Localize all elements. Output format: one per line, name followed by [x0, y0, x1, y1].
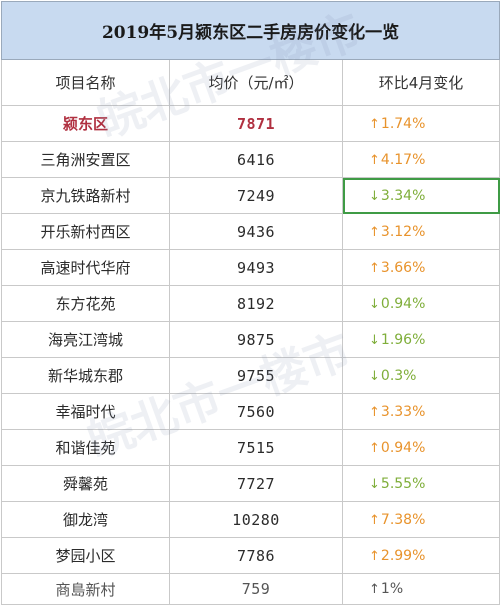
arrow-down-icon: ↓	[369, 368, 380, 384]
cell-project-name[interactable]: 开乐新村西区	[1, 213, 170, 250]
cell-mom-change[interactable]: ↓5.55%	[341, 465, 500, 502]
table-row: 颍东区 7871 ↑1.74%	[1, 105, 500, 142]
cell-project-name[interactable]: 海亮江湾城	[1, 321, 170, 358]
table-row: 三角洲安置区 6416 ↑4.17%	[1, 141, 500, 178]
table-row: 御龙湾 10280 ↑7.38%	[1, 501, 500, 538]
cell-avg-price[interactable]: 7515	[169, 429, 343, 466]
cell-avg-price[interactable]: 759	[169, 573, 343, 605]
change-value: 3.34%	[380, 187, 426, 204]
table-row: 开乐新村西区 9436 ↑3.12%	[1, 213, 500, 250]
cell-mom-change[interactable]: ↑1.74%	[341, 105, 500, 142]
change-value: 1.74%	[380, 115, 426, 132]
change-value: 4.17%	[380, 151, 426, 168]
cell-avg-price[interactable]: 7249	[169, 177, 343, 214]
cell-project-name[interactable]: 商島新村	[1, 573, 170, 605]
arrow-up-icon: ↑	[369, 152, 380, 168]
table-row: 海亮江湾城 9875 ↓1.96%	[1, 321, 500, 358]
cell-project-name[interactable]: 三角洲安置区	[1, 141, 170, 178]
cell-mom-change[interactable]: ↓0.3%	[341, 357, 500, 394]
change-value: 7.38%	[380, 511, 426, 528]
arrow-up-icon: ↑	[369, 404, 380, 420]
cell-avg-price[interactable]: 7786	[169, 537, 343, 574]
cell-mom-change[interactable]: ↑1%	[341, 573, 500, 605]
cell-mom-change[interactable]: ↑7.38%	[341, 501, 500, 538]
cell-project-name[interactable]: 舜馨苑	[1, 465, 170, 502]
arrow-up-icon: ↑	[369, 260, 380, 276]
cell-avg-price[interactable]: 7871	[169, 105, 343, 142]
cell-project-name[interactable]: 新华城东郡	[1, 357, 170, 394]
cell-project-name[interactable]: 幸福时代	[1, 393, 170, 430]
cell-mom-change[interactable]: ↑3.33%	[341, 393, 500, 430]
table-row: 商島新村 759 ↑1%	[1, 573, 500, 605]
cell-project-name[interactable]: 高速时代华府	[1, 249, 170, 286]
cell-mom-change[interactable]: ↑3.66%	[341, 249, 500, 286]
table-row: 舜馨苑 7727 ↓5.55%	[1, 465, 500, 502]
table-row: 高速时代华府 9493 ↑3.66%	[1, 249, 500, 286]
arrow-up-icon: ↑	[369, 224, 380, 240]
arrow-down-icon: ↓	[369, 332, 380, 348]
cell-project-name[interactable]: 御龙湾	[1, 501, 170, 538]
cell-mom-change[interactable]: ↓1.96%	[341, 321, 500, 358]
arrow-up-icon: ↑	[369, 582, 380, 597]
change-value: 0.94%	[380, 295, 426, 312]
title-row: 2019年5月颍东区二手房房价变化一览	[0, 1, 500, 60]
change-value: 3.33%	[380, 403, 426, 420]
cell-mom-change[interactable]: ↑2.99%	[341, 537, 500, 574]
cell-project-name[interactable]: 梦园小区	[1, 537, 170, 574]
arrow-down-icon: ↓	[369, 188, 380, 204]
cell-avg-price[interactable]: 9436	[169, 213, 343, 250]
table-row: 梦园小区 7786 ↑2.99%	[1, 537, 500, 574]
change-value: 5.55%	[380, 475, 426, 492]
cell-project-name[interactable]: 颍东区	[1, 105, 170, 142]
table-row: 京九铁路新村 7249 ↓3.34%	[1, 177, 500, 214]
cell-mom-change[interactable]: ↑4.17%	[341, 141, 500, 178]
cell-project-name[interactable]: 和谐佳苑	[1, 429, 170, 466]
change-value: 2.99%	[380, 547, 426, 564]
arrow-up-icon: ↑	[369, 548, 380, 564]
cell-avg-price[interactable]: 7560	[169, 393, 343, 430]
change-value: 1%	[380, 581, 404, 597]
cell-avg-price[interactable]: 9875	[169, 321, 343, 358]
change-value: 0.94%	[380, 439, 426, 456]
cell-avg-price[interactable]: 8192	[169, 285, 343, 322]
header-avg-price[interactable]: 均价（元/㎡）	[169, 59, 343, 106]
arrow-down-icon: ↓	[369, 476, 380, 492]
change-value: 1.96%	[380, 331, 426, 348]
change-value: 3.12%	[380, 223, 426, 240]
cell-mom-change[interactable]: ↓3.34%	[341, 177, 500, 214]
header-mom-change[interactable]: 环比4月变化	[341, 59, 500, 106]
change-value: 0.3%	[380, 367, 417, 384]
cell-mom-change[interactable]: ↑0.94%	[341, 429, 500, 466]
arrow-down-icon: ↓	[369, 296, 380, 312]
cell-avg-price[interactable]: 10280	[169, 501, 343, 538]
arrow-up-icon: ↑	[369, 440, 380, 456]
table-row: 东方花苑 8192 ↓0.94%	[1, 285, 500, 322]
cell-project-name[interactable]: 东方花苑	[1, 285, 170, 322]
cell-avg-price[interactable]: 9493	[169, 249, 343, 286]
table-title: 2019年5月颍东区二手房房价变化一览	[0, 1, 500, 60]
arrow-up-icon: ↑	[369, 116, 380, 132]
cell-avg-price[interactable]: 7727	[169, 465, 343, 502]
header-row: 项目名称 均价（元/㎡） 环比4月变化	[1, 59, 500, 106]
header-project-name[interactable]: 项目名称	[1, 59, 170, 106]
table-row: 新华城东郡 9755 ↓0.3%	[1, 357, 500, 394]
change-value: 3.66%	[380, 259, 426, 276]
cell-mom-change[interactable]: ↓0.94%	[341, 285, 500, 322]
arrow-up-icon: ↑	[369, 512, 380, 528]
table-row: 和谐佳苑 7515 ↑0.94%	[1, 429, 500, 466]
cell-mom-change[interactable]: ↑3.12%	[341, 213, 500, 250]
table-row: 幸福时代 7560 ↑3.33%	[1, 393, 500, 430]
cell-avg-price[interactable]: 9755	[169, 357, 343, 394]
cell-project-name[interactable]: 京九铁路新村	[1, 177, 170, 214]
cell-avg-price[interactable]: 6416	[169, 141, 343, 178]
